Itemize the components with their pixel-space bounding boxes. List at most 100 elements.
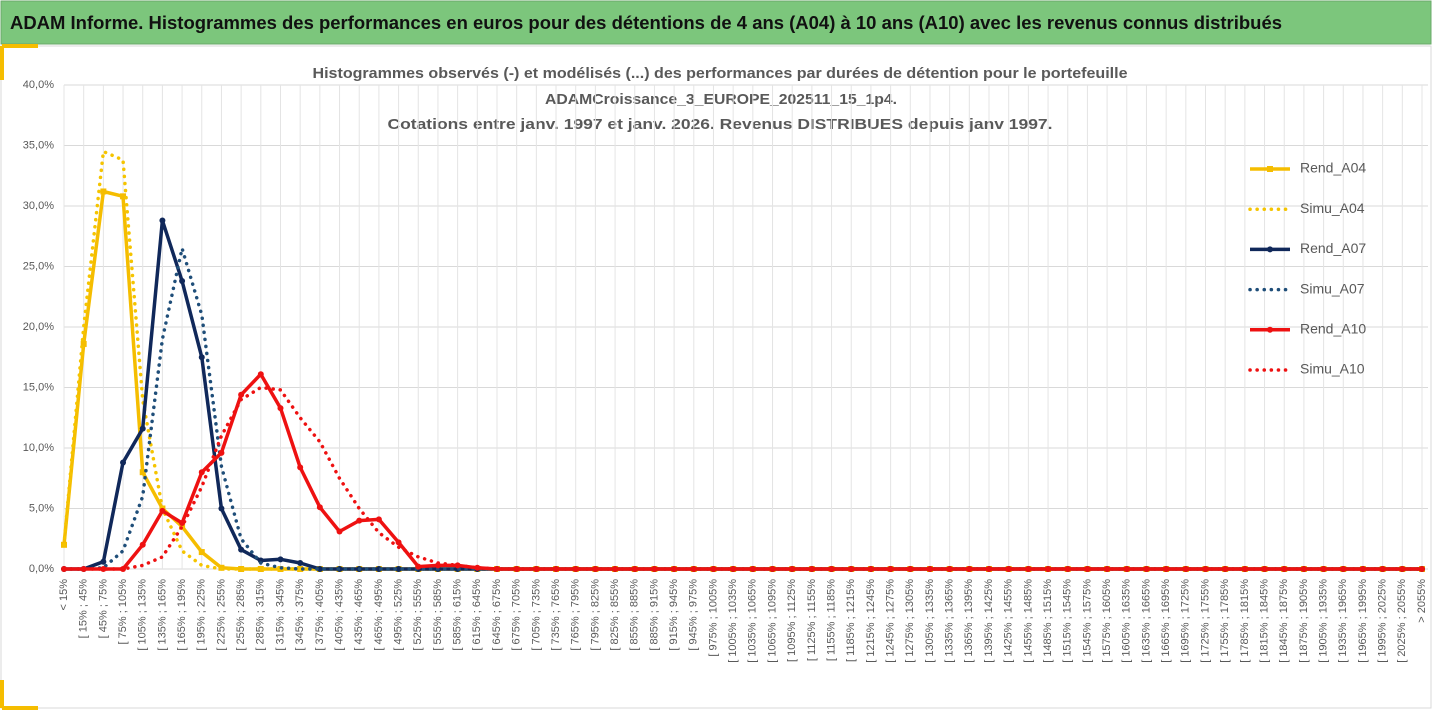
x-tick-label: [ 585% ; 615% bbox=[452, 579, 464, 651]
x-tick-label: [ 1215% ; 1245% bbox=[865, 579, 877, 663]
point-marker bbox=[120, 459, 127, 466]
legend-label: Rend_A10 bbox=[1300, 321, 1366, 337]
x-tick-label: [ 345% ; 375% bbox=[294, 579, 306, 651]
x-tick-label: [ 1695% ; 1725% bbox=[1180, 579, 1192, 663]
point-marker bbox=[730, 566, 737, 572]
point-marker bbox=[257, 566, 264, 572]
x-tick-label: [ 1725% ; 1755% bbox=[1199, 579, 1211, 663]
x-tick-label: [ 1965% ; 1995% bbox=[1357, 579, 1369, 663]
point-marker bbox=[198, 549, 205, 556]
x-tick-label: [ 705% ; 735% bbox=[530, 579, 542, 651]
x-tick-label: [ 1245% ; 1275% bbox=[885, 579, 897, 663]
point-marker bbox=[198, 469, 205, 476]
point-marker bbox=[159, 507, 166, 514]
y-tick-label: 30,0% bbox=[23, 200, 54, 212]
series-line bbox=[62, 385, 1424, 571]
x-tick-label: [ 315% ; 345% bbox=[274, 579, 286, 651]
x-tick-label: [ 735% ; 765% bbox=[550, 579, 562, 651]
point-marker bbox=[316, 504, 323, 511]
header-band bbox=[0, 0, 1432, 45]
x-tick-label: > 2055% bbox=[1416, 579, 1428, 623]
x-tick-label: [ 645% ; 675% bbox=[491, 579, 503, 651]
point-marker bbox=[907, 566, 914, 572]
x-tick-label: [ 285% ; 315% bbox=[255, 579, 267, 651]
x-tick-label: [ 945% ; 975% bbox=[688, 579, 700, 651]
point-marker bbox=[651, 566, 658, 572]
x-tick-label: [ 435% ; 465% bbox=[353, 579, 365, 651]
x-tick-label: [ 1545% ; 1575% bbox=[1081, 579, 1093, 663]
x-tick-label: [ 675% ; 705% bbox=[511, 579, 523, 651]
x-tick-label: [ 975% ; 1005% bbox=[707, 579, 719, 657]
x-tick-label: [ 1275% ; 1305% bbox=[904, 579, 916, 663]
point-marker bbox=[179, 278, 186, 285]
x-tick-label: [ 1005% ; 1035% bbox=[727, 579, 739, 663]
legend-label: Rend_A04 bbox=[1300, 160, 1366, 176]
point-marker bbox=[238, 566, 245, 572]
point-marker bbox=[1163, 566, 1170, 572]
x-tick-label: [ 855% ; 885% bbox=[629, 579, 641, 651]
point-marker bbox=[415, 563, 422, 570]
x-tick-label: [ 1455% ; 1485% bbox=[1022, 579, 1034, 663]
legend-marker bbox=[1267, 246, 1273, 253]
point-marker bbox=[395, 539, 402, 546]
x-tick-label: [ 135% ; 165% bbox=[156, 579, 168, 651]
point-marker bbox=[749, 566, 756, 572]
plot bbox=[61, 149, 1425, 572]
point-marker bbox=[277, 556, 284, 563]
point-marker bbox=[572, 566, 579, 572]
point-marker bbox=[375, 516, 382, 523]
x-tick-label: [ 165% ; 195% bbox=[176, 579, 188, 651]
point-marker bbox=[1005, 566, 1012, 572]
x-tick-label: [ 195% ; 225% bbox=[196, 579, 208, 651]
point-marker bbox=[1261, 566, 1268, 572]
x-tick-label: [ 1425% ; 1455% bbox=[1003, 579, 1015, 663]
x-tick-label: [ 1815% ; 1845% bbox=[1258, 579, 1270, 663]
x-tick-label: [ 2025% ; 2055% bbox=[1396, 579, 1408, 663]
point-marker bbox=[277, 405, 284, 412]
x-tick-label: [ 885% ; 915% bbox=[648, 579, 660, 651]
point-marker bbox=[1084, 566, 1091, 572]
point-marker bbox=[159, 217, 166, 224]
point-marker bbox=[297, 464, 304, 471]
x-tick-label: [ 1905% ; 1935% bbox=[1318, 579, 1330, 663]
x-tick-label: [ 1305% ; 1335% bbox=[924, 579, 936, 663]
point-marker bbox=[80, 340, 87, 347]
y-tick-label: 15,0% bbox=[23, 381, 54, 393]
point-marker bbox=[139, 425, 146, 432]
point-marker bbox=[828, 566, 835, 572]
x-tick-label: [ 825% ; 855% bbox=[609, 579, 621, 651]
point-marker bbox=[356, 517, 363, 524]
x-tick-label: [ 45% ; 75% bbox=[97, 579, 109, 639]
chart-title: ADAMCroissance_3_EUROPE_202511_15_1p4. bbox=[545, 91, 897, 108]
x-tick-label: [ 15% ; 45% bbox=[78, 579, 90, 639]
point-marker bbox=[139, 541, 146, 548]
grid: 0,0% 5,0% 10,0% 15,0% 20,0% 25,0% 30,0% 35,0% 40… bbox=[23, 79, 1428, 663]
y-tick-label: 10,0% bbox=[23, 442, 54, 454]
legend-label: Simu_A07 bbox=[1300, 280, 1365, 296]
x-tick-label: [ 1875% ; 1905% bbox=[1298, 579, 1310, 663]
point-marker bbox=[395, 566, 402, 572]
point-marker bbox=[1419, 566, 1425, 572]
y-tick-label: 25,0% bbox=[23, 260, 54, 272]
x-tick-label: [ 1095% ; 1125% bbox=[786, 579, 798, 662]
x-tick-label: [ 525% ; 555% bbox=[412, 579, 424, 651]
x-tick-label: [ 495% ; 525% bbox=[392, 579, 404, 651]
y-tick-label: 35,0% bbox=[23, 139, 54, 151]
point-marker bbox=[1182, 566, 1189, 572]
point-marker bbox=[1340, 566, 1347, 572]
y-tick-label: 5,0% bbox=[29, 502, 54, 514]
chart-title: Cotations entre janv. 1997 et janv. 2026… bbox=[388, 116, 1053, 133]
point-marker bbox=[120, 193, 127, 200]
x-tick-label: [ 1755% ; 1785% bbox=[1219, 579, 1231, 663]
y-tick-label: 40,0% bbox=[23, 79, 54, 91]
x-tick-label: [ 1035% ; 1065% bbox=[747, 579, 759, 663]
point-marker bbox=[986, 566, 993, 572]
legend-label: Rend_A07 bbox=[1300, 240, 1366, 256]
y-tick-label: 0,0% bbox=[29, 563, 54, 575]
x-tick-label: [ 1665% ; 1695% bbox=[1160, 579, 1172, 663]
x-tick-label: [ 1125% ; 1155% bbox=[806, 579, 818, 661]
legend: Rend_A04 Simu_A04 Rend_A07 Simu_A07 Rend_A10… bbox=[1248, 160, 1366, 377]
x-tick-label: < 15% bbox=[58, 579, 70, 611]
